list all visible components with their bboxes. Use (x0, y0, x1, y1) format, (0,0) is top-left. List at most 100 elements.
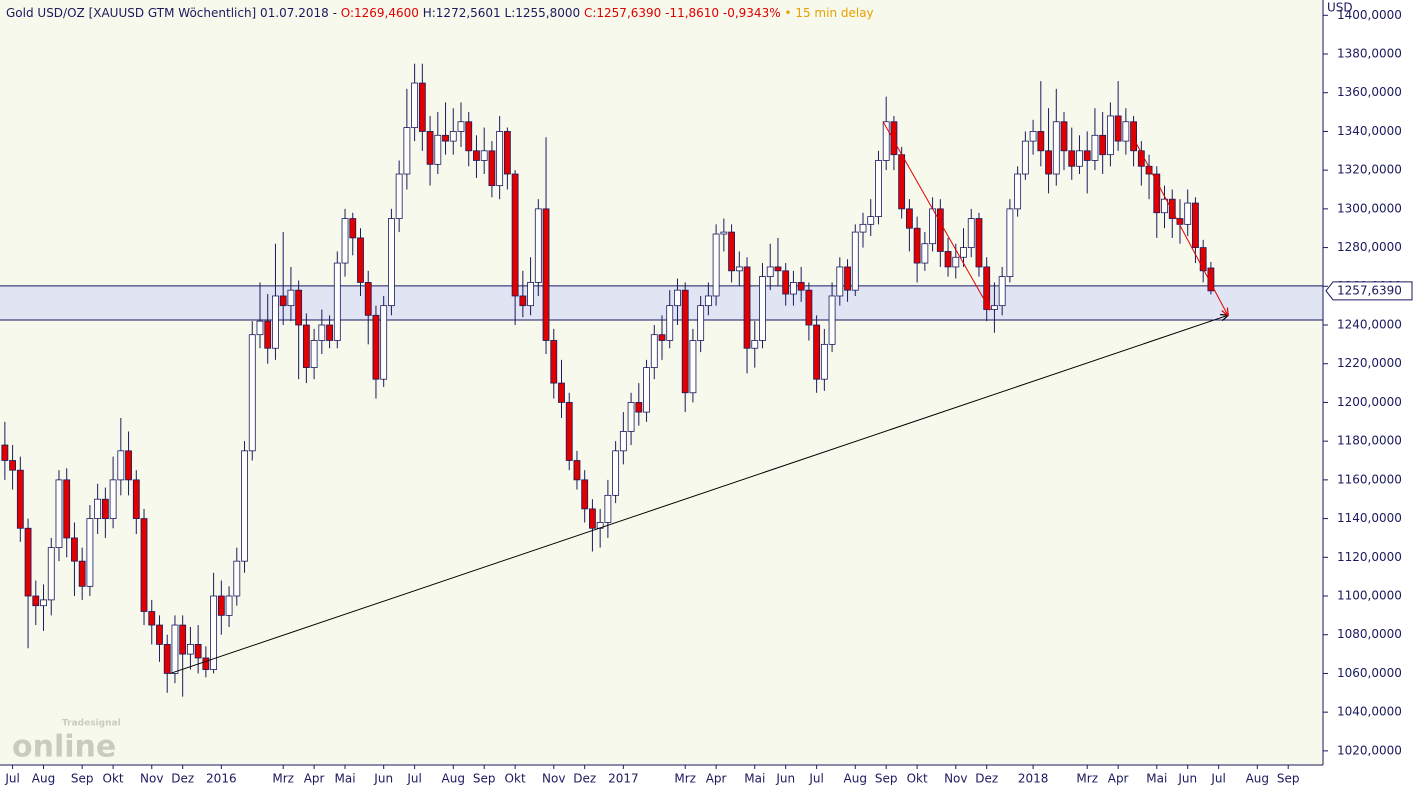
candle-body (101, 498, 109, 519)
candle-body (279, 295, 287, 307)
candle-body (78, 560, 86, 587)
x-tick-label: Dez (171, 772, 194, 786)
candle-body (782, 270, 790, 295)
candle-body (442, 134, 449, 142)
x-tick-label: Apr (304, 772, 325, 786)
candle-body (480, 150, 488, 161)
candle-body (1083, 150, 1091, 161)
x-tick-label: Sep (1277, 772, 1300, 786)
y-tick-label: 1400,0000 (1337, 8, 1402, 22)
x-tick-label: Aug (32, 772, 55, 786)
candle-body (1091, 134, 1099, 161)
trend-line (882, 121, 990, 310)
candle-body (558, 382, 565, 403)
candle-body (650, 334, 658, 368)
candle-body (813, 324, 821, 380)
candle-body (217, 595, 225, 616)
candle-body (418, 82, 426, 132)
candle-body (9, 460, 17, 471)
low-text: L:1255,8000 (505, 6, 581, 20)
candle-body (960, 247, 967, 258)
candle-body (357, 237, 364, 283)
candle-body (604, 494, 612, 523)
candle-body (86, 518, 94, 587)
candle-body (473, 150, 480, 161)
candle-body (434, 134, 442, 165)
candle-body (511, 173, 519, 297)
candle-body (1130, 121, 1138, 152)
y-tick-label: 1180,0000 (1337, 434, 1402, 448)
x-tick-label: Jul (1210, 772, 1225, 786)
candle-body (503, 131, 511, 175)
candle-body (63, 479, 71, 539)
candle-body (929, 208, 936, 245)
candle-body (797, 282, 805, 291)
candle-body (836, 266, 844, 297)
candle-body (681, 289, 689, 394)
candle-body (1045, 150, 1052, 175)
candle-body (318, 324, 326, 341)
y-tick-label: 1380,0000 (1337, 47, 1402, 61)
candle-body (1192, 202, 1199, 248)
x-tick-label: Dez (573, 772, 596, 786)
candle-body (697, 305, 705, 341)
candle-body (643, 367, 650, 413)
candle-body (1052, 121, 1060, 175)
y-tick-label: 1320,0000 (1337, 163, 1402, 177)
x-tick-label: Jun (1177, 772, 1197, 786)
x-tick-label: Aug (844, 772, 867, 786)
candle-body (743, 266, 751, 349)
y-tick-label: 1080,0000 (1337, 627, 1402, 641)
x-tick-label: Mrz (674, 772, 696, 786)
candle-body (179, 624, 187, 655)
candle-body (735, 266, 743, 272)
candle-body (233, 560, 241, 597)
delay-text: • 15 min delay (784, 6, 873, 20)
candle-body (32, 595, 40, 607)
candle-body (1199, 247, 1207, 272)
x-tick-label: Aug (442, 772, 465, 786)
candle-body (658, 334, 666, 341)
x-tick-label: Nov (542, 772, 565, 786)
candle-body (720, 231, 728, 235)
axis-unit: USD (1327, 1, 1353, 15)
candle-body (40, 599, 47, 607)
x-tick-label: Mai (744, 772, 765, 786)
candle-body (1068, 150, 1076, 167)
candle-body (890, 121, 898, 156)
candle-body (542, 208, 550, 341)
x-axis-area (0, 765, 1323, 796)
x-tick-label: Apr (1108, 772, 1129, 786)
candle-body (194, 644, 202, 659)
candle-body (1076, 150, 1083, 167)
watermark-brand: Tradesignal (62, 719, 121, 729)
unit-bg (1325, 0, 1365, 14)
candle-body (766, 266, 774, 278)
candle-body (225, 595, 233, 616)
y-tick-label: 1280,0000 (1337, 240, 1402, 254)
x-tick-label: Apr (706, 772, 727, 786)
candle-body (728, 231, 735, 272)
y-tick-label: 1240,0000 (1337, 318, 1402, 332)
candle-body (341, 218, 349, 264)
candle-body (132, 479, 140, 519)
x-tick-label: Okt (505, 772, 526, 786)
candle-body (55, 479, 63, 549)
x-tick-label: Sep (473, 772, 496, 786)
candle-body (913, 227, 921, 264)
candle-body (674, 289, 681, 307)
candle-body (1161, 198, 1168, 214)
y-tick-label: 1120,0000 (1337, 550, 1402, 564)
y-tick-label: 1340,0000 (1337, 124, 1402, 138)
candle-body (71, 537, 78, 562)
x-tick-label: Nov (944, 772, 967, 786)
candle-body (411, 82, 419, 128)
candle-body (388, 218, 395, 307)
candle-body (403, 127, 411, 175)
y-tick-label: 1140,0000 (1337, 511, 1402, 525)
candle-body (140, 518, 148, 612)
candle-body (967, 218, 975, 248)
candle-body (759, 276, 766, 341)
x-tick-label: Aug (1246, 772, 1269, 786)
